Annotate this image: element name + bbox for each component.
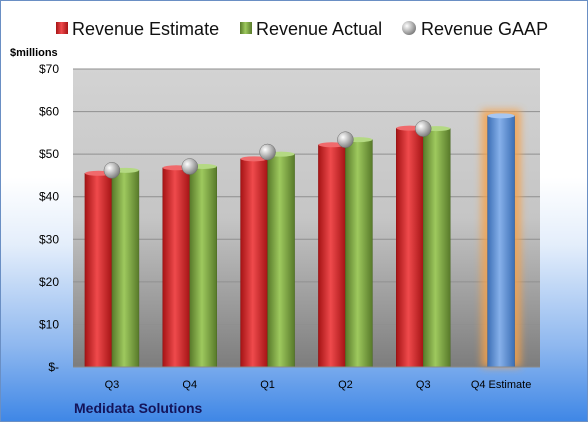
bar-revenue-estimate <box>318 144 346 368</box>
bar-cap-estimate <box>240 156 268 162</box>
plot-area <box>73 69 540 367</box>
marker-revenue-gaap <box>103 162 121 179</box>
y-tick-label: $20 <box>39 275 59 289</box>
x-axis-ticks: Q3 Q4 Q1 Q2 Q3 Q4 Estimate <box>105 379 532 391</box>
y-axis-unit-label: $millions <box>10 47 58 59</box>
x-tick-label: Q4 Estimate <box>471 379 532 391</box>
company-name: Medidata Solutions <box>74 400 203 416</box>
y-tick-label: $10 <box>39 317 59 331</box>
bar-revenue-actual <box>111 170 140 368</box>
bar-revenue-actual <box>423 128 451 368</box>
bar-revenue-estimate <box>84 173 113 368</box>
gridlines <box>73 68 540 325</box>
legend-label-estimate: Revenue Estimate <box>72 19 219 39</box>
legend-item-revenue-actual: Revenue Actual <box>240 19 382 39</box>
bar-revenue-actual <box>189 166 217 368</box>
bar-revenue-estimate <box>396 127 424 368</box>
y-tick-label: $- <box>48 360 59 374</box>
y-tick-label: $70 <box>39 62 59 76</box>
x-tick-label: Q3 <box>105 379 120 391</box>
bar-revenue-estimate <box>162 167 190 368</box>
y-axis-ticks: $- $10 $20 $30 $40 $50 $60 $70 <box>39 62 59 374</box>
x-tick-label: Q2 <box>338 379 353 391</box>
bar-revenue-actual <box>267 153 295 368</box>
x-tick-label: Q4 <box>182 379 197 391</box>
bar-q4-estimate <box>487 115 515 368</box>
bar-cap-q4-estimate <box>487 113 515 119</box>
legend-item-revenue-gaap: Revenue GAAP <box>402 19 548 39</box>
legend-label-gaap: Revenue GAAP <box>421 19 548 39</box>
legend-item-revenue-estimate: Revenue Estimate <box>56 19 219 39</box>
marker-revenue-gaap <box>415 120 432 137</box>
bars <box>84 109 521 368</box>
y-tick-label: $30 <box>39 232 59 246</box>
x-tick-label: Q3 <box>416 379 431 391</box>
y-tick-label: $60 <box>39 105 59 119</box>
legend-swatch-red <box>56 22 68 34</box>
gaap-markers <box>103 120 432 179</box>
bar-revenue-actual <box>345 139 373 368</box>
marker-revenue-gaap <box>337 131 354 148</box>
marker-revenue-gaap <box>181 158 198 175</box>
marker-revenue-gaap <box>259 143 276 161</box>
y-tick-label: $50 <box>39 147 59 161</box>
legend-label-actual: Revenue Actual <box>256 19 382 39</box>
legend-swatch-ball-icon <box>402 21 416 35</box>
x-tick-label: Q1 <box>260 379 275 391</box>
legend: Revenue Estimate Revenue Actual Revenue … <box>56 19 548 39</box>
bar-revenue-estimate <box>240 158 268 368</box>
y-tick-label: $40 <box>39 190 59 204</box>
legend-swatch-green <box>240 22 252 34</box>
